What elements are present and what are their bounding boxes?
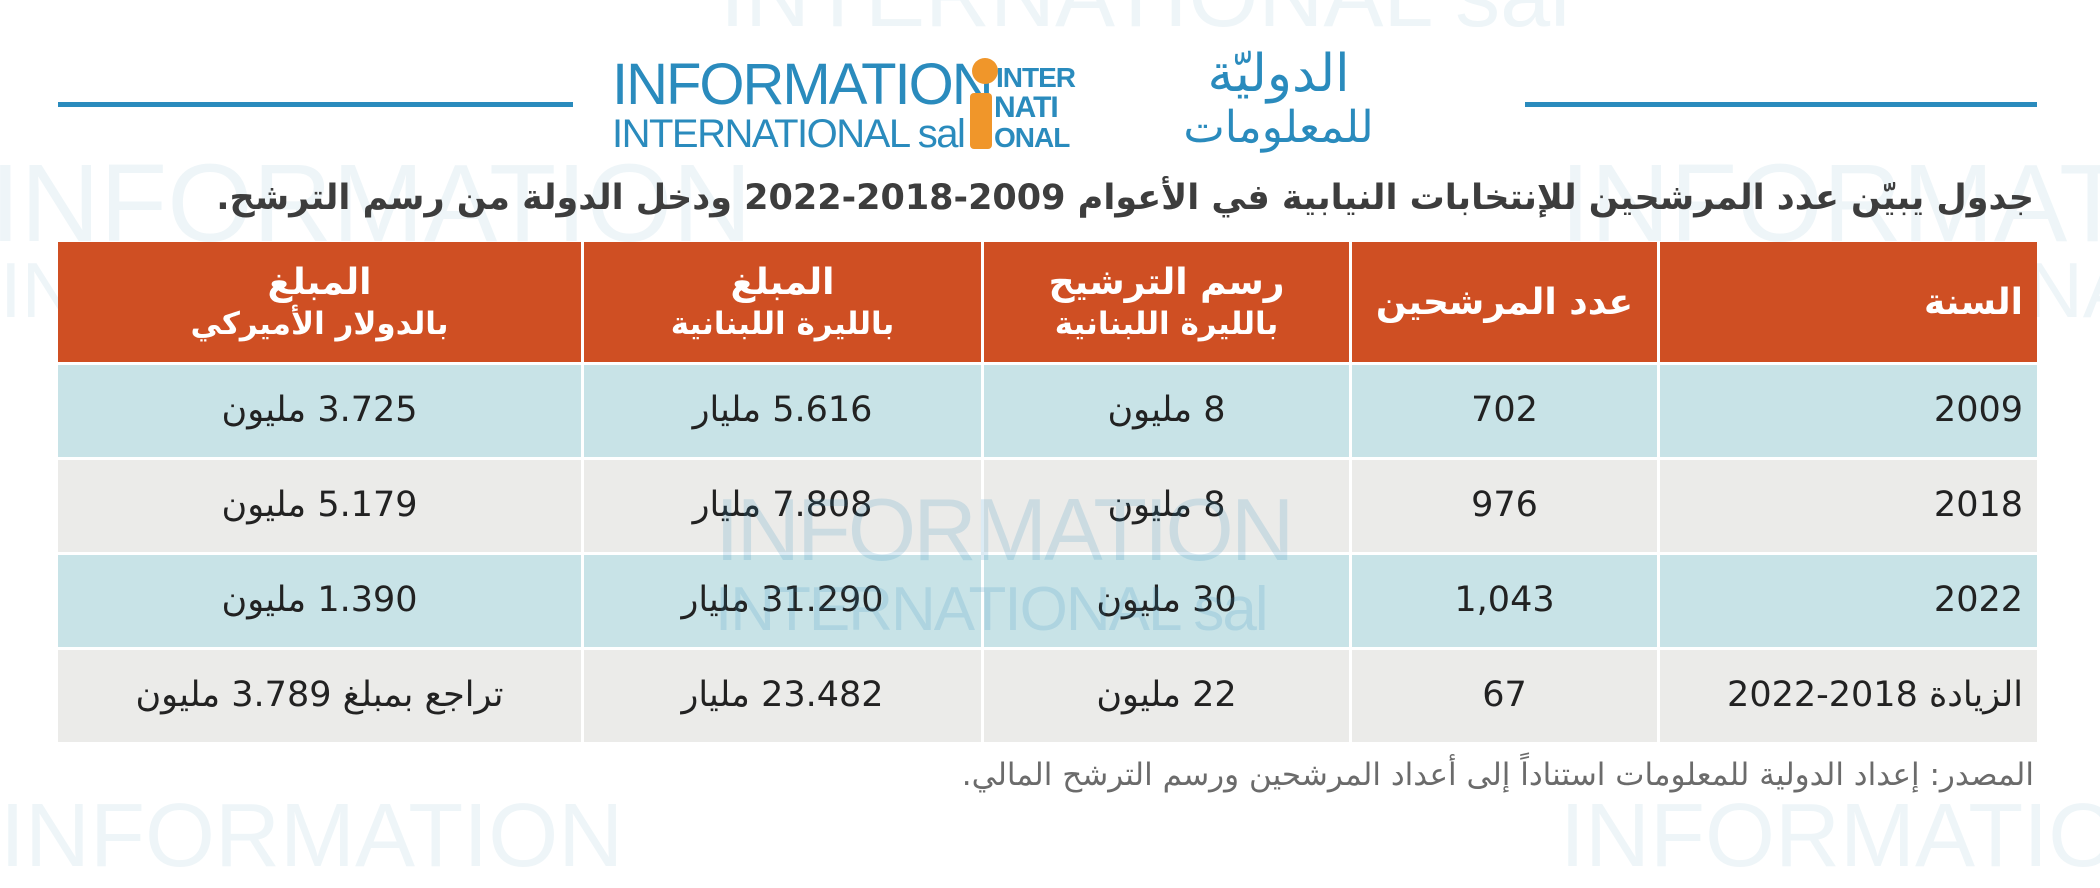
cell-amount-lbp: 5.616 مليار <box>581 365 981 457</box>
cell-candidates: 702 <box>1349 365 1657 457</box>
cell-year: 2022 <box>1657 555 2037 647</box>
header-amount-usd-sub: بالدولار الأميركي <box>190 306 449 343</box>
header-fee: رسم الترشيح بالليرة اللبنانية <box>981 242 1349 362</box>
header-candidates: عدد المرشحين <box>1349 242 1657 362</box>
cell-year: 2018 <box>1657 460 2037 552</box>
table-row: 2022 1,043 30 مليون 31.290 مليار 1.390 م… <box>58 555 2037 650</box>
logo-mark-line2: NATI <box>994 91 1058 124</box>
header-fee-title: رسم الترشيح <box>1048 262 1285 304</box>
watermark-text: INFORMATION <box>0 786 624 886</box>
cell-fee: 8 مليون <box>981 365 1349 457</box>
header-amount-lbp-sub: بالليرة اللبنانية <box>670 306 895 343</box>
header-year: السنة <box>1657 242 2037 362</box>
data-table: السنة عدد المرشحين رسم الترشيح بالليرة ا… <box>58 242 2037 745</box>
watermark-text: INTERNATIONAL sal <box>720 0 1570 48</box>
source-note: المصدر: إعداد الدولية للمعلومات استناداً… <box>961 757 2034 793</box>
cell-candidates: 67 <box>1349 650 1657 742</box>
logo-english-line2: INTERNATIONAL sal <box>612 112 966 156</box>
cell-candidates: 976 <box>1349 460 1657 552</box>
logo-arabic-line1: الدوليّة <box>1207 44 1350 104</box>
cell-year: 2009 <box>1657 365 2037 457</box>
header-amount-lbp: المبلغ بالليرة اللبنانية <box>581 242 981 362</box>
cell-amount-usd: تراجع بمبلغ 3.789 مليون <box>135 675 504 716</box>
logo-mark-icon: INTER NATI ONAL <box>970 58 1077 153</box>
cell-amount-usd: 1.390 مليون <box>221 580 418 621</box>
cell-amount-lbp: 7.808 مليار <box>581 460 981 552</box>
logo-mark-line1: INTER <box>996 62 1076 93</box>
cell-amount-usd: 3.725 مليون <box>221 390 418 431</box>
page-title: جدول يبيّن عدد المرشحين للإنتخابات النيا… <box>216 178 2034 218</box>
logo-english: INFORMATION INTERNATIONAL sal <box>612 52 994 156</box>
header-candidates-label: عدد المرشحين <box>1375 281 1634 323</box>
header-amount-usd: المبلغ بالدولار الأميركي <box>58 242 581 362</box>
header-rule-left <box>58 102 573 107</box>
cell-amount-usd: 5.179 مليون <box>221 485 418 526</box>
table-row: 2009 702 8 مليون 5.616 مليار 3.725 مليون <box>58 365 2037 460</box>
table-header-row: السنة عدد المرشحين رسم الترشيح بالليرة ا… <box>58 242 2037 365</box>
cell-year: الزيادة 2018-2022 <box>1657 650 2037 742</box>
header-amount-usd-title: المبلغ <box>267 262 372 304</box>
header-rule-right <box>1525 102 2037 107</box>
logo-mark-line3: ONAL <box>994 122 1070 153</box>
logo-arabic: الدوليّة للمعلومات <box>1086 48 1471 150</box>
header-fee-sub: بالليرة اللبنانية <box>1054 306 1279 343</box>
logo-english-line1: INFORMATION <box>612 52 994 117</box>
header-year-label: السنة <box>1923 281 2023 323</box>
table-row: 2018 976 8 مليون 7.808 مليار 5.179 مليون <box>58 460 2037 555</box>
logo-arabic-line2: للمعلومات <box>1183 102 1374 153</box>
cell-fee: 30 مليون <box>981 555 1349 647</box>
cell-fee: 8 مليون <box>981 460 1349 552</box>
watermark-text: INFORMATION <box>1560 786 2100 886</box>
table-row: الزيادة 2018-2022 67 22 مليون 23.482 ملي… <box>58 650 2037 745</box>
cell-candidates: 1,043 <box>1349 555 1657 647</box>
brand-logo: INFORMATION INTERNATIONAL sal INTER NATI… <box>608 48 1478 157</box>
header-amount-lbp-title: المبلغ <box>730 262 835 304</box>
cell-amount-lbp: 23.482 مليار <box>581 650 981 742</box>
cell-fee: 22 مليون <box>981 650 1349 742</box>
cell-amount-lbp: 31.290 مليار <box>581 555 981 647</box>
